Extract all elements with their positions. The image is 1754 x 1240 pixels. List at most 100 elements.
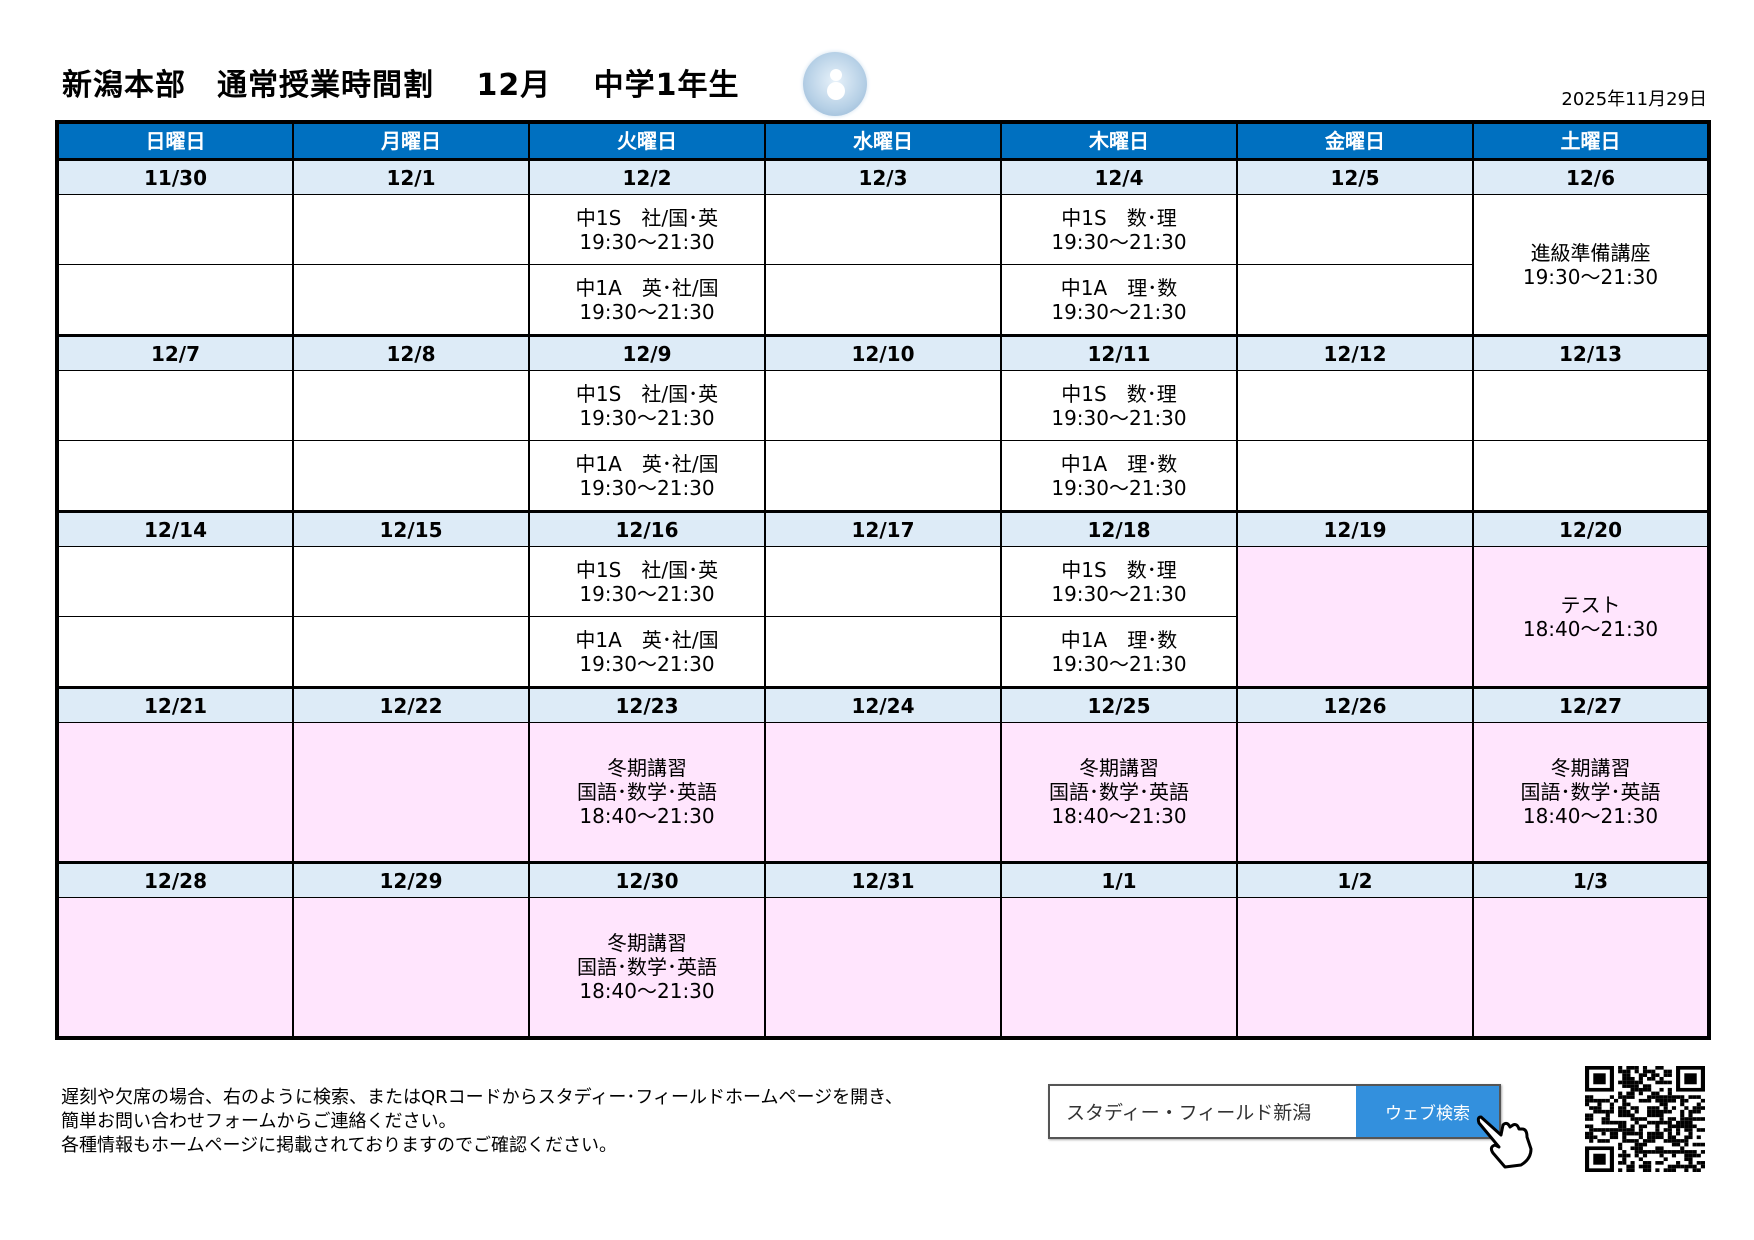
date-cell: 12/20	[1472, 510, 1710, 547]
schedule-cell: 中1A 英･社/国 19:30～21:30	[528, 440, 766, 512]
slot-row: 中1S 社/国･英 19:30～21:30 中1S 数･理 19:30～21:30 テス…	[56, 546, 1710, 688]
schedule-cell	[764, 616, 1002, 688]
schedule-cell	[764, 546, 1002, 617]
weekday-header: 土曜日	[1472, 121, 1710, 160]
date-row: 12/14 12/15 12/16 12/17 12/18 12/19 12/20	[56, 510, 1710, 547]
cell-text: 19:30～21:30	[579, 405, 715, 430]
date-cell: 1/2	[1236, 861, 1474, 898]
cell-text: 中1S 数･理	[1061, 205, 1177, 230]
cell-text: 国語･数学･英語	[577, 780, 717, 804]
page-title: 新潟本部 通常授業時間割 12月 中学1年生	[62, 68, 740, 103]
schedule-cell: テスト 18:40～21:30	[1472, 546, 1710, 688]
schedule-cell: 中1S 社/国･英 19:30～21:30	[528, 194, 766, 265]
date-cell: 12/29	[292, 861, 530, 898]
date-row: 12/21 12/22 12/23 12/24 12/25 12/26 12/27	[56, 686, 1710, 723]
date-cell: 12/14	[56, 510, 294, 547]
cell-text: 中1S 数･理	[1061, 381, 1177, 406]
schedule-cell	[1472, 897, 1710, 1039]
schedule-cell	[292, 897, 530, 1039]
schedule-cell	[56, 897, 294, 1039]
schedule-cell: 冬期講習 国語･数学･英語 18:40～21:30	[1472, 722, 1710, 863]
date-cell: 12/11	[1000, 334, 1238, 371]
cell-text: 進級準備講座	[1530, 240, 1651, 265]
cell-text: 19:30～21:30	[1051, 475, 1187, 500]
date-cell: 12/30	[528, 861, 766, 898]
cell-text: 中1A 英･社/国	[575, 451, 719, 476]
schedule-cell	[764, 370, 1002, 441]
slot-row: 冬期講習 国語･数学･英語 18:40～21:30	[56, 897, 1710, 1039]
cell-text: 中1A 理･数	[1060, 451, 1178, 476]
cell-text: 19:30～21:30	[1051, 229, 1187, 254]
schedule-cell	[292, 264, 530, 336]
cell-text: 中1S 社/国･英	[575, 381, 719, 406]
cell-text: 中1S 社/国･英	[575, 557, 719, 582]
cell-text: 19:30～21:30	[579, 581, 715, 606]
schedule-cell: 冬期講習 国語･数学･英語 18:40～21:30	[1000, 722, 1238, 863]
cell-text: 中1A 英･社/国	[575, 275, 719, 300]
slot-row: 中1A 英･社/国 19:30～21:30 中1A 理･数 19:30～21:30	[56, 264, 1709, 336]
date-cell: 12/1	[292, 158, 530, 195]
cell-text: 18:40～21:30	[1522, 616, 1659, 641]
schedule-cell	[764, 440, 1002, 512]
date-cell: 12/5	[1236, 158, 1474, 195]
cell-text: 中1A 理･数	[1060, 275, 1178, 300]
schedule-cell: 冬期講習 国語･数学･英語 18:40～21:30	[528, 897, 766, 1039]
date-cell: 12/3	[764, 158, 1002, 195]
date-cell: 12/22	[292, 686, 530, 723]
cell-text: 18:40～21:30	[579, 804, 715, 828]
date-cell: 12/26	[1236, 686, 1474, 723]
weekday-header-row: 日曜日 月曜日 火曜日 水曜日 木曜日 金曜日 土曜日	[56, 121, 1710, 160]
date-cell: 12/18	[1000, 510, 1238, 547]
date-cell: 12/21	[56, 686, 294, 723]
cell-text: 19:30～21:30	[1051, 299, 1187, 324]
schedule-cell: 中1S 数･理 19:30～21:30	[1000, 194, 1238, 265]
cell-text: 19:30～21:30	[1051, 405, 1187, 430]
cell-text: 19:30～21:30	[1522, 264, 1659, 289]
schedule-cell: 中1S 社/国･英 19:30～21:30	[528, 370, 766, 441]
date-cell: 12/28	[56, 861, 294, 898]
schedule-cell	[292, 546, 530, 617]
weekday-header: 月曜日	[292, 121, 530, 160]
schedule-cell	[292, 370, 530, 441]
schedule-cell: 中1S 社/国･英 19:30～21:30	[528, 546, 766, 617]
cell-text: 中1S 社/国･英	[575, 205, 719, 230]
date-cell: 12/8	[292, 334, 530, 371]
cell-text: 冬期講習	[1550, 756, 1631, 780]
cell-text: 冬期講習	[607, 756, 687, 780]
schedule-cell: 中1A 理･数 19:30～21:30	[1000, 264, 1238, 336]
slot-row: 冬期講習 国語･数学･英語 18:40～21:30 冬期講習 国語･数学･英語 18:40…	[56, 722, 1710, 863]
schedule-cell: 中1S 数･理 19:30～21:30	[1000, 546, 1238, 617]
slot-row: 中1A 英･社/国 19:30～21:30 中1A 理･数 19:30～21:30	[56, 440, 1710, 512]
schedule-cell	[56, 616, 294, 688]
weekday-header: 金曜日	[1236, 121, 1474, 160]
schedule-cell: 中1A 英･社/国 19:30～21:30	[528, 616, 766, 688]
schedule-cell: 中1S 数･理 19:30～21:30	[1000, 370, 1238, 441]
date-cell: 12/31	[764, 861, 1002, 898]
footer-line: 簡単お問い合わせフォームからご連絡ください。	[61, 1111, 457, 1132]
cell-text: 冬期講習	[1079, 756, 1159, 780]
snowman-icon	[803, 52, 867, 116]
schedule-cell	[1236, 264, 1474, 336]
schedule-cell	[292, 722, 530, 863]
weekday-header: 水曜日	[764, 121, 1002, 160]
footer-notice: 遅刻や欠席の場合、右のように検索、またはQRコードからスタディー･フィールドホー…	[61, 1086, 903, 1158]
schedule-cell	[292, 440, 530, 512]
date-cell: 12/2	[528, 158, 766, 195]
schedule-cell	[56, 194, 294, 265]
date-cell: 12/9	[528, 334, 766, 371]
weekday-header: 日曜日	[56, 121, 294, 160]
cell-text: 19:30～21:30	[579, 475, 715, 500]
date-cell: 12/25	[1000, 686, 1238, 723]
cell-text: 18:40～21:30	[1051, 804, 1187, 828]
timetable: 日曜日 月曜日 火曜日 水曜日 木曜日 金曜日 土曜日 11/30 12/1 12/2 12/3 1…	[55, 120, 1711, 1040]
schedule-cell	[764, 897, 1002, 1039]
slot-row: 中1S 社/国･英 19:30～21:30 中1S 数･理 19:30～21:30	[56, 370, 1710, 441]
cell-text: 国語･数学･英語	[577, 955, 717, 979]
cell-text: テスト	[1560, 592, 1621, 617]
date-row: 12/28 12/29 12/30 12/31 1/1 1/2 1/3	[56, 861, 1710, 898]
date-cell: 12/17	[764, 510, 1002, 547]
issued-date: 2025年11月29日	[1561, 89, 1707, 110]
date-row: 12/7 12/8 12/9 12/10 12/11 12/12 12/13	[56, 334, 1710, 371]
schedule-cell	[1236, 194, 1474, 265]
schedule-cell	[1236, 440, 1474, 512]
